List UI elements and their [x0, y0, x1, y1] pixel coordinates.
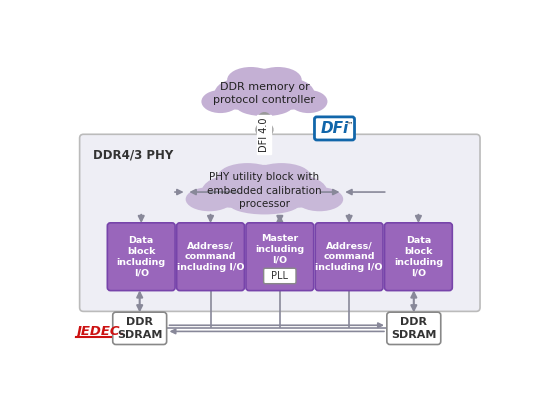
FancyBboxPatch shape: [314, 117, 354, 140]
Text: DDR memory or
protocol controller: DDR memory or protocol controller: [213, 82, 316, 105]
Text: Master
including
I/O: Master including I/O: [256, 234, 304, 265]
Text: PHY utility block with
embedded calibration
processor: PHY utility block with embedded calibrat…: [207, 172, 322, 209]
Text: Data
block
including
I/O: Data block including I/O: [117, 236, 166, 278]
Ellipse shape: [201, 175, 263, 208]
FancyBboxPatch shape: [177, 223, 245, 291]
Ellipse shape: [186, 187, 233, 211]
Text: Address/
command
including I/O: Address/ command including I/O: [177, 241, 244, 272]
Text: JEDEC.: JEDEC.: [76, 325, 124, 338]
Ellipse shape: [224, 165, 305, 207]
Ellipse shape: [254, 67, 302, 93]
FancyBboxPatch shape: [108, 223, 175, 291]
FancyBboxPatch shape: [80, 134, 480, 311]
Ellipse shape: [214, 78, 263, 110]
Text: DDR
SDRAM: DDR SDRAM: [391, 317, 436, 340]
Text: DDR
SDRAM: DDR SDRAM: [117, 317, 162, 340]
Ellipse shape: [289, 90, 328, 113]
Ellipse shape: [227, 67, 275, 93]
Ellipse shape: [229, 193, 300, 214]
FancyBboxPatch shape: [315, 223, 383, 291]
FancyBboxPatch shape: [112, 312, 167, 344]
Text: Address/
command
including I/O: Address/ command including I/O: [316, 241, 383, 272]
Ellipse shape: [218, 163, 277, 190]
Ellipse shape: [296, 187, 343, 211]
Ellipse shape: [266, 175, 327, 208]
Text: ™: ™: [346, 121, 354, 130]
FancyBboxPatch shape: [384, 223, 452, 291]
FancyBboxPatch shape: [387, 312, 441, 344]
Text: Data
block
including
I/O: Data block including I/O: [394, 236, 443, 278]
Text: PLL: PLL: [271, 271, 288, 281]
Text: DFI 4.0: DFI 4.0: [259, 117, 269, 152]
Text: DDR4/3 PHY: DDR4/3 PHY: [93, 149, 173, 162]
Ellipse shape: [236, 96, 293, 116]
Ellipse shape: [232, 69, 297, 110]
FancyBboxPatch shape: [264, 268, 296, 284]
Ellipse shape: [201, 90, 239, 113]
FancyBboxPatch shape: [246, 223, 314, 291]
Text: DFi: DFi: [321, 121, 348, 136]
Ellipse shape: [266, 78, 314, 110]
Ellipse shape: [252, 163, 311, 190]
